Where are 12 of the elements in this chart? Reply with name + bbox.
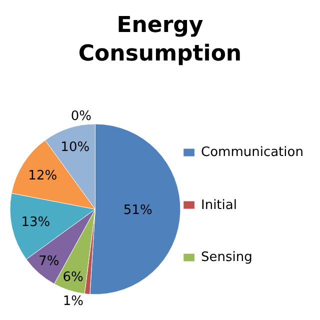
legend-label: Sensing xyxy=(201,250,252,265)
data-label: 13% xyxy=(21,215,50,230)
legend-label: Communication xyxy=(201,145,304,160)
data-label: 6% xyxy=(62,270,84,285)
data-label: 12% xyxy=(28,168,58,184)
legend-label: Initial xyxy=(201,198,237,213)
data-label: 7% xyxy=(38,254,60,270)
text: 0% xyxy=(70,108,92,124)
chart-title: Energy Consumption xyxy=(78,13,242,67)
data-label: 10% xyxy=(60,140,90,155)
data-label: 51% xyxy=(123,203,152,218)
data-label: 1% xyxy=(62,294,84,310)
